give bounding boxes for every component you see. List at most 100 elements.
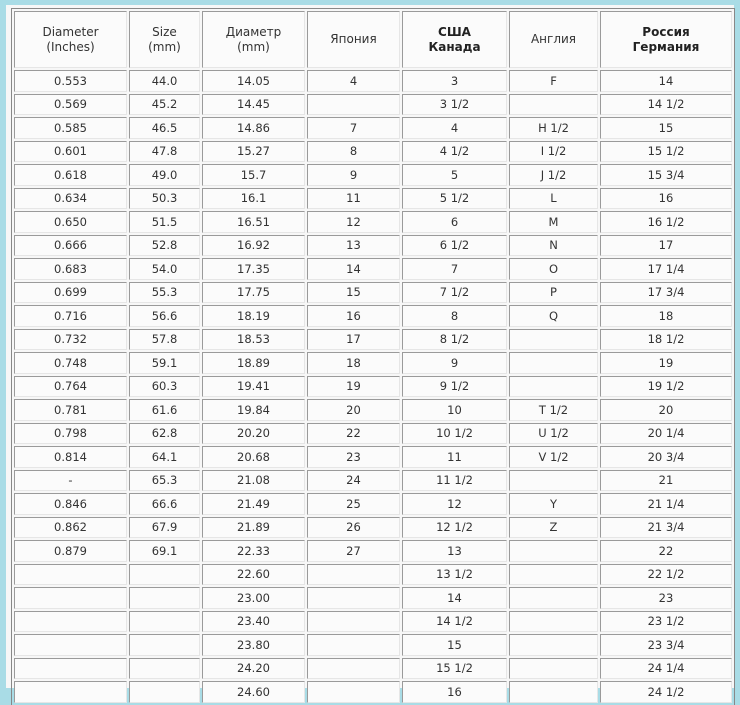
table-row: 0.862 67.9 21.89 26 12 1/2 Z 21 3/4 <box>14 516 732 538</box>
table-cell: Q <box>509 305 598 327</box>
table-cell: 27 <box>307 540 400 562</box>
table-frame: Diameter (Inches) Size (mm) Диаметр (mm) Япони… <box>6 5 735 705</box>
table-cell: 0.683 <box>14 258 127 280</box>
table-cell: 20.20 <box>202 422 305 444</box>
table-cell: 11 <box>402 446 507 468</box>
table-cell: I 1/2 <box>509 140 598 162</box>
table-cell: 44.0 <box>129 70 200 92</box>
table-cell: 20 <box>600 399 732 421</box>
table-cell: 16 <box>600 187 732 209</box>
table-cell: 21.89 <box>202 516 305 538</box>
table-cell: 10 1/2 <box>402 422 507 444</box>
table-row: 0.798 62.8 20.20 22 10 1/2 U 1/2 20 1/4 <box>14 422 732 444</box>
table-cell: 16 <box>307 305 400 327</box>
table-cell: 15.7 <box>202 164 305 186</box>
table-row: 0.601 47.8 15.27 8 4 1/2 I 1/2 15 1/2 <box>14 140 732 162</box>
table-cell: 24 1/4 <box>600 657 732 679</box>
header-text: США <box>438 24 471 39</box>
table-cell: 18.89 <box>202 352 305 374</box>
table-cell: 14 1/2 <box>402 610 507 632</box>
table-cell: 8 <box>402 305 507 327</box>
table-cell <box>307 563 400 585</box>
table-cell: 21 1/4 <box>600 493 732 515</box>
table-cell: 57.8 <box>129 328 200 350</box>
table-cell: 60.3 <box>129 375 200 397</box>
table-cell: 23.00 <box>202 587 305 609</box>
table-cell: F <box>509 70 598 92</box>
table-cell: 23 <box>600 587 732 609</box>
table-row: 24.20 15 1/2 24 1/4 <box>14 657 732 679</box>
column-header: США Канада <box>402 11 507 68</box>
table-cell: 64.1 <box>129 446 200 468</box>
table-cell <box>509 375 598 397</box>
table-cell: 0.879 <box>14 540 127 562</box>
table-cell: T 1/2 <box>509 399 598 421</box>
table-cell <box>14 587 127 609</box>
table-row: 0.683 54.0 17.35 14 7 O 17 1/4 <box>14 258 732 280</box>
table-cell: 14 1/2 <box>600 93 732 115</box>
table-cell: 69.1 <box>129 540 200 562</box>
table-cell: 16.51 <box>202 211 305 233</box>
table-row: 0.553 44.0 14.05 4 3 F 14 <box>14 70 732 92</box>
table-cell: N <box>509 234 598 256</box>
table-cell: 0.666 <box>14 234 127 256</box>
table-cell: 11 1/2 <box>402 469 507 491</box>
table-cell: 8 1/2 <box>402 328 507 350</box>
column-header: Англия <box>509 11 598 68</box>
table-cell: M <box>509 211 598 233</box>
table-cell: 23.80 <box>202 634 305 656</box>
table-cell: 14.45 <box>202 93 305 115</box>
table-cell: 16 1/2 <box>600 211 732 233</box>
table-cell: 13 <box>402 540 507 562</box>
table-cell: 19 <box>600 352 732 374</box>
table-cell: 0.862 <box>14 516 127 538</box>
table-row: 0.634 50.3 16.1 11 5 1/2 L 16 <box>14 187 732 209</box>
table-cell: 55.3 <box>129 281 200 303</box>
table-cell: 21.49 <box>202 493 305 515</box>
table-cell <box>307 681 400 703</box>
table-cell: U 1/2 <box>509 422 598 444</box>
table-row: 0.781 61.6 19.84 20 10 T 1/2 20 <box>14 399 732 421</box>
table-row: 0.814 64.1 20.68 23 11 V 1/2 20 3/4 <box>14 446 732 468</box>
table-cell: 18 <box>600 305 732 327</box>
table-row: 23.00 14 23 <box>14 587 732 609</box>
table-cell: 14 <box>402 587 507 609</box>
table-cell: 16 <box>402 681 507 703</box>
header-text: Size <box>152 24 177 39</box>
table-cell: 8 <box>307 140 400 162</box>
table-cell <box>509 469 598 491</box>
table-cell: 4 1/2 <box>402 140 507 162</box>
table-cell: 9 1/2 <box>402 375 507 397</box>
table-cell: 21 3/4 <box>600 516 732 538</box>
table-cell: 19.84 <box>202 399 305 421</box>
table-cell: 56.6 <box>129 305 200 327</box>
table-cell: 0.764 <box>14 375 127 397</box>
table-cell: H 1/2 <box>509 117 598 139</box>
table-row: 24.60 16 24 1/2 <box>14 681 732 703</box>
table-cell: 15 <box>402 634 507 656</box>
table-cell: 0.798 <box>14 422 127 444</box>
table-cell: 12 <box>307 211 400 233</box>
table-cell: 14 <box>600 70 732 92</box>
table-row: 23.80 15 23 3/4 <box>14 634 732 656</box>
table-cell: 17 3/4 <box>600 281 732 303</box>
table-cell: 67.9 <box>129 516 200 538</box>
table-cell: 15 <box>600 117 732 139</box>
table-cell: 65.3 <box>129 469 200 491</box>
table-cell: 22.60 <box>202 563 305 585</box>
header-text: Диаметр <box>225 24 282 39</box>
column-header: Япония <box>307 11 400 68</box>
table-cell: V 1/2 <box>509 446 598 468</box>
header-text: Россия <box>642 24 690 39</box>
table-cell: 15.27 <box>202 140 305 162</box>
table-row: 0.585 46.5 14.86 7 4 H 1/2 15 <box>14 117 732 139</box>
table-cell: 17 <box>600 234 732 256</box>
table-cell <box>14 610 127 632</box>
table-cell <box>14 563 127 585</box>
table-cell: 19.41 <box>202 375 305 397</box>
table-cell: 3 1/2 <box>402 93 507 115</box>
table-cell <box>509 93 598 115</box>
header-text: (Inches) <box>46 39 95 54</box>
table-row: 22.60 13 1/2 22 1/2 <box>14 563 732 585</box>
table-cell: 23 <box>307 446 400 468</box>
